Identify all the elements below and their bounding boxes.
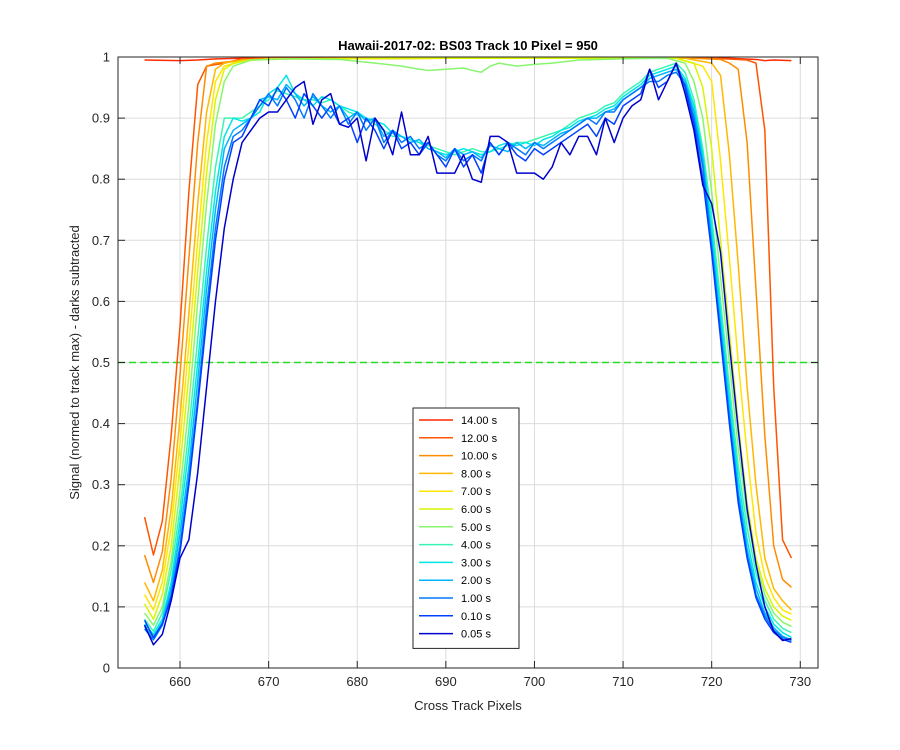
legend-label: 10.00 s: [461, 451, 498, 463]
series-line: [143, 57, 792, 628]
x-tick-label: 680: [346, 674, 368, 689]
y-axis-label: Signal (normed to track max) - darks sub…: [67, 225, 82, 500]
legend-label: 7.00 s: [461, 486, 491, 498]
y-tick-label: 0.5: [92, 355, 110, 370]
series-line: [143, 62, 792, 644]
legend-label: 3.00 s: [461, 557, 491, 569]
chart-title: Hawaii-2017-02: BS03 Track 10 Pixel = 95…: [338, 38, 598, 53]
legend-box: [412, 407, 520, 649]
x-tick-label: 660: [169, 674, 191, 689]
legend-label: 0.10 s: [461, 611, 491, 623]
y-tick-label: 0.1: [92, 599, 110, 614]
y-tick-label: 0.8: [92, 172, 110, 187]
y-tick-label: 0.6: [92, 294, 110, 309]
legend-label: 8.00 s: [461, 468, 491, 480]
legend-label: 0.05 s: [461, 629, 491, 641]
y-tick-label: 0.3: [92, 477, 110, 492]
axis-ticks: 660 670 680 690 700 710 720 730 0 0.1 0.2 0.3 0.4 0.5…: [92, 50, 818, 689]
legend-label: 2.00 s: [461, 575, 491, 587]
y-tick-label: 0.4: [92, 416, 110, 431]
legend-label: 14.00 s: [461, 415, 498, 427]
x-tick-label: 690: [435, 674, 457, 689]
series-line: [143, 62, 792, 646]
y-tick-label: 0.9: [92, 111, 110, 126]
legend-label: 5.00 s: [461, 522, 491, 534]
y-tick-label: 1: [103, 50, 110, 65]
y-tick-label: 0: [103, 661, 110, 676]
x-tick-label: 670: [258, 674, 280, 689]
legend-label: 6.00 s: [461, 504, 491, 516]
x-tick-label: 710: [612, 674, 634, 689]
x-tick-label: 700: [524, 674, 546, 689]
x-tick-label: 720: [701, 674, 723, 689]
x-axis-label: Cross Track Pixels: [414, 698, 522, 713]
y-tick-label: 0.2: [92, 538, 110, 553]
x-tick-label: 730: [789, 674, 811, 689]
legend-label: 1.00 s: [461, 593, 491, 605]
legend-label: 12.00 s: [461, 433, 498, 445]
y-tick-label: 0.7: [92, 233, 110, 248]
legend-label: 4.00 s: [461, 540, 491, 552]
legend: 14.00 s 12.00 s 10.00 s 8.00 s 7.00 s 6.00 s 5…: [412, 407, 520, 649]
